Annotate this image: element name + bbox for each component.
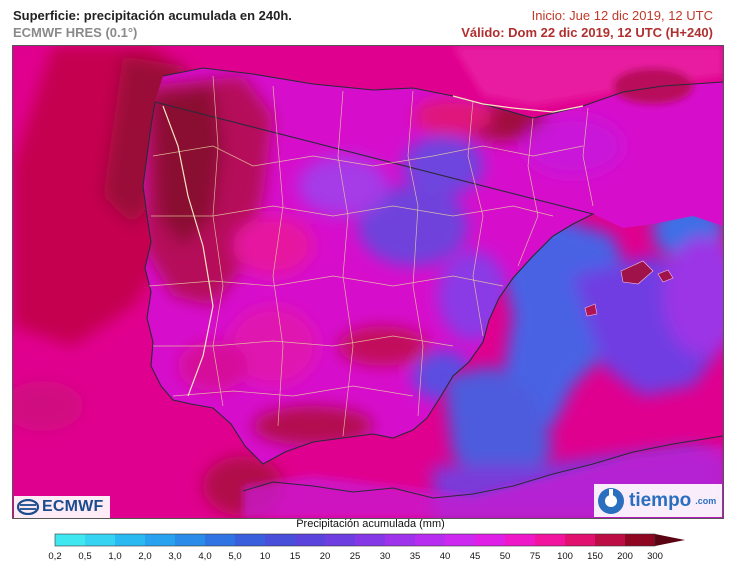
legend-color-swatch <box>175 534 205 546</box>
legend-color-swatch <box>385 534 415 546</box>
legend-tick-label: 75 <box>530 551 541 562</box>
color-scale-legend: 0,2 0,5 1,0 2,0 3,0 4,0 5,0 10 15 20 25 30 35 40 45 50 7… <box>48 533 685 562</box>
legend-color-swatch <box>205 534 235 546</box>
legend-tick-label: 25 <box>350 551 361 562</box>
legend-tick-label: 1,0 <box>108 551 121 562</box>
legend-outline <box>54 533 656 547</box>
legend-color-swatch <box>355 534 385 546</box>
legend-color-swatch <box>595 534 625 546</box>
legend-tick-label: 50 <box>500 551 511 562</box>
legend-tick-label: 4,0 <box>198 551 211 562</box>
legend-color-swatch <box>565 534 595 546</box>
legend-tick-label: 0,2 <box>48 551 61 562</box>
init-time: Inicio: Jue 12 dic 2019, 12 UTC <box>531 8 713 23</box>
balearic-islands <box>584 260 674 317</box>
legend-tick-label: 30 <box>380 551 391 562</box>
legend-tick-label: 5,0 <box>228 551 241 562</box>
legend-color-swatch <box>535 534 565 546</box>
precipitation-map[interactable]: ECMWF tiempo .com <box>12 45 724 519</box>
legend-color-swatch <box>445 534 475 546</box>
legend-tick-label: 40 <box>440 551 451 562</box>
legend-tick-label: 35 <box>410 551 421 562</box>
legend-color-swatch <box>625 534 655 546</box>
legend-tick-label: 150 <box>587 551 603 562</box>
legend-color-swatch <box>235 534 265 546</box>
legend-color-swatch <box>115 534 145 546</box>
legend-tick-label: 100 <box>557 551 573 562</box>
legend-tick-label: 20 <box>320 551 331 562</box>
tiempo-logo[interactable]: tiempo .com <box>594 484 722 517</box>
legend-color-swatch <box>325 534 355 546</box>
legend-color-swatch <box>55 534 85 546</box>
province-borders <box>148 75 594 437</box>
legend-bars <box>54 533 685 547</box>
legend-tick-label: 15 <box>290 551 301 562</box>
model-label: ECMWF HRES (0.1°) <box>13 25 138 40</box>
legend-tick-label: 2,0 <box>138 551 151 562</box>
ecmwf-logo-text: ECMWF <box>42 498 104 515</box>
legend-color-swatch <box>415 534 445 546</box>
legend-tick-label: 45 <box>470 551 481 562</box>
tiempo-logo-text: tiempo <box>629 489 692 511</box>
valid-time: Válido: Dom 22 dic 2019, 12 UTC (H+240) <box>461 25 713 40</box>
tiempo-logo-domain: .com <box>695 495 717 506</box>
legend-color-swatch <box>295 534 325 546</box>
legend-color-swatch <box>265 534 295 546</box>
tiempo-logo-icon <box>598 487 624 514</box>
legend-color-swatch <box>145 534 175 546</box>
portugal-border <box>162 105 214 397</box>
legend-color-swatch <box>85 534 115 546</box>
legend-tick-label: 200 <box>617 551 633 562</box>
legend-tick-label: 300 <box>647 551 663 562</box>
legend-color-swatch <box>505 534 535 546</box>
ecmwf-logo: ECMWF <box>14 496 110 518</box>
legend-tick-label: 10 <box>260 551 271 562</box>
map-title: Superficie: precipitación acumulada en 2… <box>13 8 292 23</box>
pyrenees-border <box>452 95 584 113</box>
map-canvas <box>13 46 723 518</box>
ecmwf-logo-icon <box>17 499 39 515</box>
france-area <box>453 46 723 106</box>
legend-labels: 0,2 0,5 1,0 2,0 3,0 4,0 5,0 10 15 20 25 30 35 40 45 50 7… <box>48 551 663 562</box>
africa-coastline <box>242 435 723 499</box>
legend-title: Precipitación acumulada (mm) <box>296 518 445 530</box>
legend-color-swatch <box>475 534 505 546</box>
legend-overflow-arrow <box>655 534 685 546</box>
legend-tick-label: 3,0 <box>168 551 181 562</box>
legend-tick-label: 0,5 <box>78 551 91 562</box>
